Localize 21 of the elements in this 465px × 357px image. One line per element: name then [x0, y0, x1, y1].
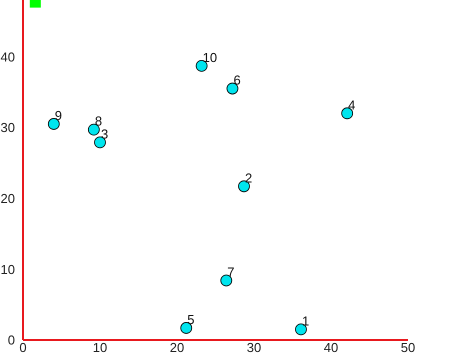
y-tick-label: 20 — [0, 190, 15, 206]
annotation: 4 — [348, 97, 356, 112]
annotation: 6 — [233, 72, 241, 88]
annotation: 7 — [227, 264, 235, 280]
x-tick-label: 20 — [170, 340, 184, 356]
annotation: 5 — [187, 312, 194, 327]
x-tick-label: 50 — [400, 340, 416, 356]
annotation: 10 — [202, 50, 218, 65]
annotation: 9 — [54, 108, 62, 123]
x-tick-label: 30 — [246, 340, 262, 356]
x-tick-label: 0 — [19, 340, 27, 356]
y-tick-label: 10 — [0, 262, 15, 277]
x-tick-label: 10 — [92, 340, 108, 356]
annotation: 8 — [94, 114, 102, 129]
point — [220, 274, 232, 286]
y-tick-label: 40 — [0, 49, 15, 64]
annotation: 1 — [302, 313, 310, 328]
x-tick-label: 40 — [324, 340, 338, 356]
y-tick-label: 30 — [0, 120, 15, 136]
annotation: 3 — [101, 126, 108, 142]
annotation: 2 — [244, 170, 252, 186]
